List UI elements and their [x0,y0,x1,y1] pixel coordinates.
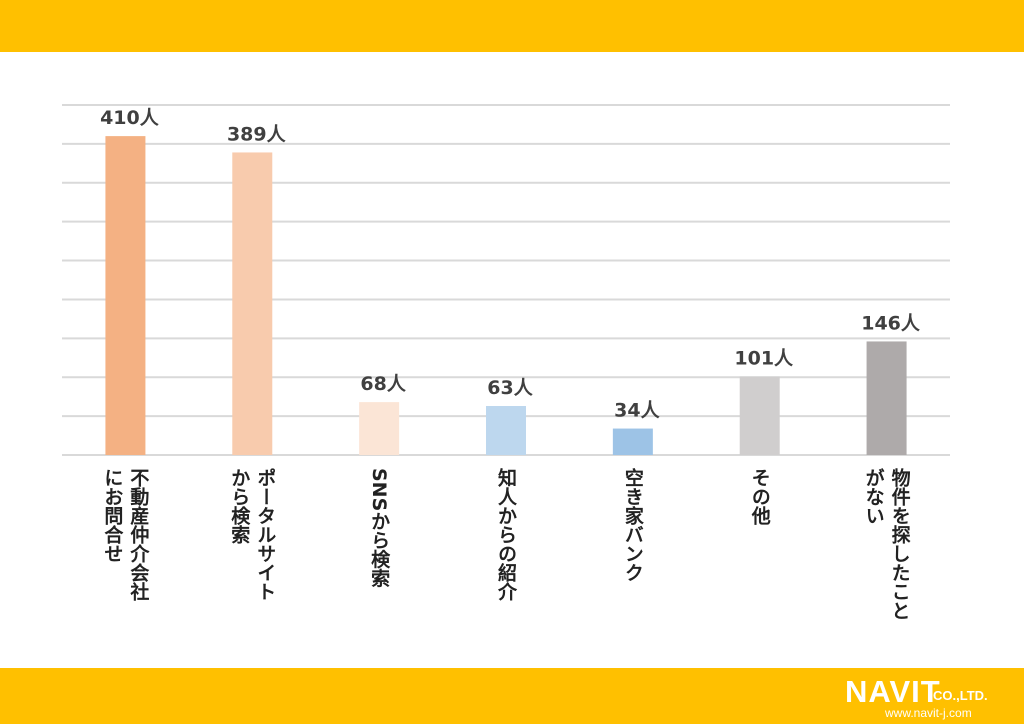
category-label-line: ポータルサイト [254,468,277,601]
data-label-2: 68人 [360,373,406,395]
data-label-6: 146人 [861,312,921,334]
category-label-line: 物件を探したこと [888,468,911,620]
header-band [0,0,1024,52]
category-label-line: その他 [748,468,771,525]
bar-1 [232,152,273,455]
category-label-line: SNSから検索 [368,468,391,588]
category-label-1: ポータルサイト から検索 [227,468,277,668]
category-label-line: 空き家バンク [621,468,644,582]
category-label-line: 知人からの紹介 [495,468,517,601]
logo-company-suffix: CO.,LTD. [933,688,988,703]
category-label-4: 空き家バンク [621,468,645,668]
bar-4 [612,428,653,455]
bar-3 [486,406,526,455]
category-label-line: にお問合せ [101,468,124,563]
bar-6 [866,341,907,455]
category-label-line: がない [862,468,885,525]
category-label-5: その他 [748,468,772,668]
logo-main-text: NAVIT [845,674,941,709]
category-label-line: から検索 [228,468,251,544]
logo-url: www.navit-j.com [885,706,972,720]
data-label-4: 34人 [614,400,660,422]
data-label-0: 410人 [100,107,160,129]
data-label-3: 63人 [487,377,533,399]
data-label-5: 101人 [734,347,794,369]
category-label-line: 不動産仲介会社 [127,468,150,601]
bar-0 [105,136,146,455]
category-label-2: SNSから検索 [367,468,391,668]
category-label-3: 知人からの紹介 [494,468,518,668]
navit-logo: NAVIT CO.,LTD. www.navit-j.com [845,674,1020,721]
category-label-0: 不動産仲介会社 にお問合せ [100,468,150,668]
category-label-6: 物件を探したこと がない [862,468,912,668]
bar-5 [739,376,780,455]
bar-2 [359,402,400,455]
data-label-1: 389人 [227,123,287,145]
footer-band [0,668,1024,724]
